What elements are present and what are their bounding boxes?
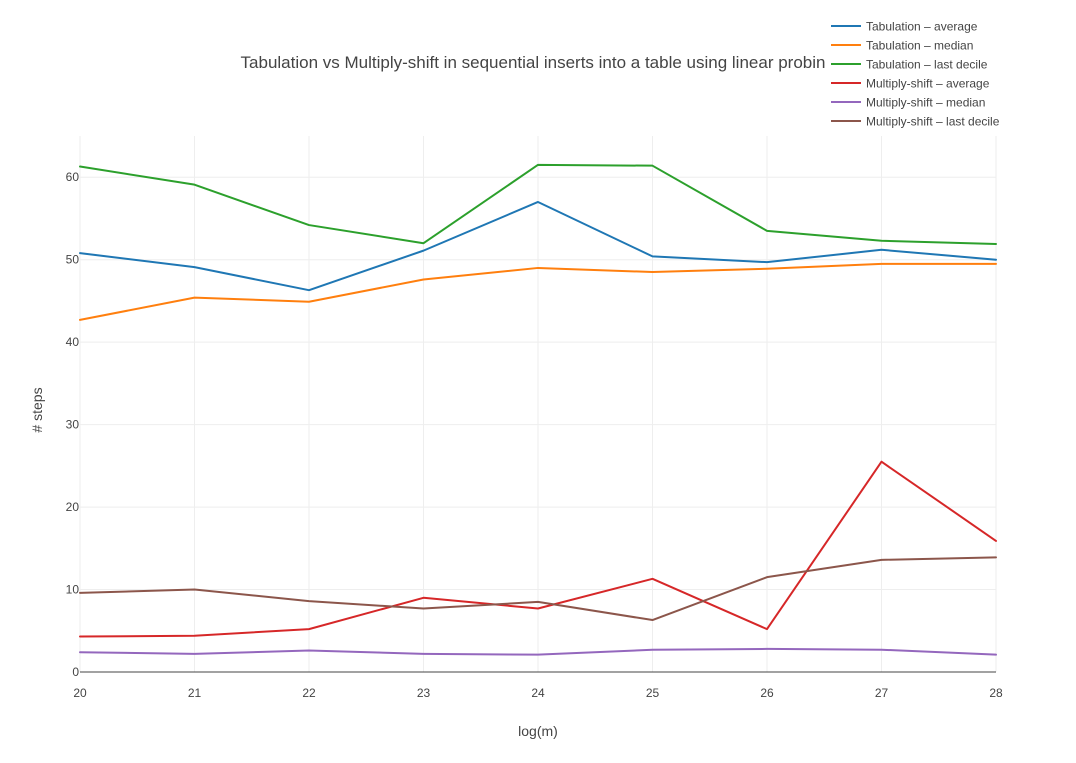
series-line-5 xyxy=(79,647,997,656)
y-tick-label: 0 xyxy=(72,665,79,679)
legend-item[interactable]: Multiply-shift – median xyxy=(831,96,985,110)
legend-item[interactable]: Tabulation – average xyxy=(831,20,978,34)
x-tick-label: 21 xyxy=(188,686,202,700)
x-tick-label: 23 xyxy=(417,686,431,700)
y-tick-labels: 0 10 20 30 40 50 60 xyxy=(66,170,80,679)
legend-label: Multiply-shift – average xyxy=(866,77,990,91)
legend-label: Multiply-shift – median xyxy=(866,96,985,110)
x-tick-label: 22 xyxy=(302,686,316,700)
legend-item[interactable]: Tabulation – median xyxy=(831,39,973,53)
x-tick-label: 26 xyxy=(760,686,774,700)
x-tick-labels: 20 21 22 23 24 25 26 27 28 xyxy=(73,686,1003,700)
series-line-2 xyxy=(79,262,997,321)
legend: Tabulation – average Tabulation – median T… xyxy=(831,20,1000,129)
series-layer xyxy=(79,163,997,656)
y-tick-label: 60 xyxy=(66,170,80,184)
x-tick-label: 28 xyxy=(989,686,1003,700)
gridlines xyxy=(79,136,997,672)
x-axis-title: log(m) xyxy=(518,723,558,739)
legend-label: Tabulation – last decile xyxy=(866,58,988,72)
legend-item[interactable]: Multiply-shift – average xyxy=(831,77,990,91)
legend-item[interactable]: Multiply-shift – last decile xyxy=(831,115,1000,129)
y-tick-label: 20 xyxy=(66,500,80,514)
series-line-3 xyxy=(79,163,997,246)
series-line-4 xyxy=(79,460,997,638)
y-tick-label: 10 xyxy=(66,583,80,597)
y-axis-title: # steps xyxy=(29,387,45,432)
legend-item[interactable]: Tabulation – last decile xyxy=(831,58,988,72)
legend-label: Tabulation – average xyxy=(866,20,978,34)
y-tick-label: 40 xyxy=(66,335,80,349)
y-tick-label: 30 xyxy=(66,418,80,432)
series-line-1 xyxy=(79,200,997,292)
legend-label: Multiply-shift – last decile xyxy=(866,115,1000,129)
x-tick-label: 24 xyxy=(531,686,545,700)
x-tick-label: 20 xyxy=(73,686,87,700)
legend-label: Tabulation – median xyxy=(866,39,973,53)
x-tick-label: 27 xyxy=(875,686,889,700)
x-tick-label: 25 xyxy=(646,686,660,700)
series-line-6 xyxy=(79,556,997,622)
chart-title: Tabulation vs Multiply-shift in sequenti… xyxy=(241,53,826,72)
y-tick-label: 50 xyxy=(66,253,80,267)
